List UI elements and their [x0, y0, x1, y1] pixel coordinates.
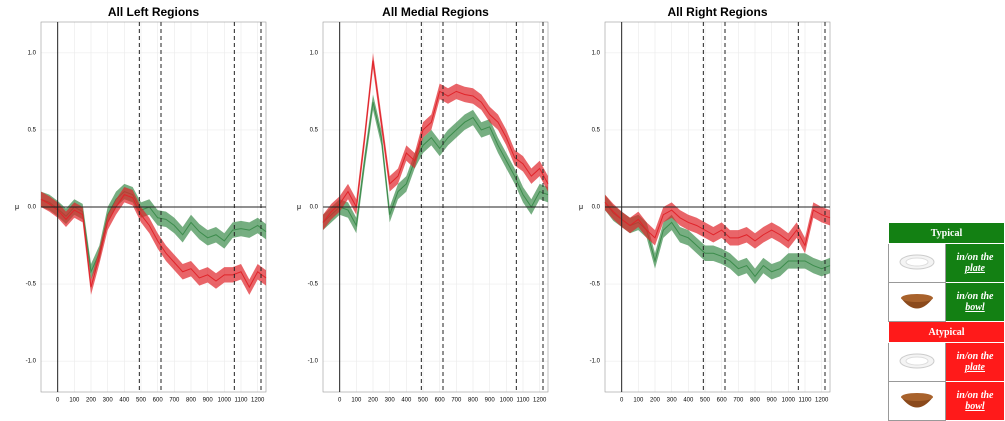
group-header: Typical — [888, 222, 1005, 244]
x-tick-label: 900 — [485, 398, 496, 404]
x-tick-label: 800 — [750, 398, 761, 404]
x-tick-label: 500 — [700, 398, 711, 404]
legend-image — [888, 282, 946, 322]
legend-image — [888, 243, 946, 283]
y-tick-label: 1.0 — [592, 50, 601, 56]
bowl-icon — [901, 392, 933, 407]
legend-object: bowl — [965, 302, 985, 313]
group-header-row: Atypical — [888, 321, 1005, 343]
legend-prefix: in/on the — [956, 252, 994, 263]
y-axis-label: μ — [15, 204, 19, 211]
y-tick-label: 0.5 — [310, 127, 319, 133]
x-tick-label: 100 — [69, 398, 80, 404]
y-tick-label: 0.0 — [310, 205, 319, 211]
legend-prefix: in/on the — [956, 351, 994, 362]
y-tick-label: -1.0 — [308, 359, 319, 365]
x-tick-label: 800 — [186, 398, 197, 404]
y-tick-label: 0.0 — [28, 205, 37, 211]
x-tick-label: 1200 — [533, 398, 547, 404]
plate-icon — [899, 353, 935, 368]
x-tick-label: 500 — [418, 398, 429, 404]
series-line — [40, 194, 267, 289]
bowl-icon — [901, 293, 933, 308]
x-tick-label: 600 — [435, 398, 446, 404]
x-tick-label: 1100 — [235, 398, 249, 404]
legend-text: in/on the bowl — [945, 381, 1005, 421]
x-tick-label: 600 — [717, 398, 728, 404]
x-tick-label: 0 — [56, 398, 60, 404]
x-tick-label: 1000 — [218, 398, 232, 404]
x-tick-label: 900 — [203, 398, 214, 404]
x-tick-label: 200 — [368, 398, 379, 404]
x-tick-label: 1000 — [500, 398, 514, 404]
plate-icon — [899, 254, 935, 269]
y-tick-label: 1.0 — [28, 50, 37, 56]
x-tick-label: 1100 — [799, 398, 813, 404]
legend-image — [888, 381, 946, 421]
confidence-band — [605, 194, 830, 254]
y-tick-label: -1.0 — [590, 359, 601, 365]
y-tick-label: 0.5 — [28, 127, 37, 133]
x-tick-label: 0 — [620, 398, 624, 404]
legend-row: in/on the plate — [888, 342, 1005, 382]
x-tick-label: 900 — [767, 398, 778, 404]
x-tick-label: 200 — [650, 398, 661, 404]
y-tick-label: -0.5 — [26, 282, 37, 288]
legend-object: bowl — [965, 401, 985, 412]
y-tick-label: 0.0 — [592, 205, 601, 211]
x-tick-label: 0 — [338, 398, 342, 404]
legend-text: in/on the bowl — [945, 282, 1005, 322]
legend-object: plate — [965, 263, 985, 274]
y-tick-label: 0.5 — [592, 127, 601, 133]
x-tick-label: 400 — [401, 398, 412, 404]
y-axis-label: μ — [579, 204, 583, 211]
legend-prefix: in/on the — [956, 291, 994, 302]
x-tick-label: 100 — [633, 398, 644, 404]
charts: All Left Regions μ -1.0 -0.5 0.0 0.5 1.0 0 100 20… — [15, 5, 831, 404]
x-tick-label: 1200 — [815, 398, 829, 404]
legend-text: in/on the plate — [945, 342, 1005, 382]
x-tick-label: 400 — [683, 398, 694, 404]
series-line — [604, 202, 831, 247]
x-tick-label: 700 — [451, 398, 462, 404]
x-tick-label: 1000 — [782, 398, 796, 404]
legend-row: in/on the bowl — [888, 381, 1005, 421]
legend-row: in/on the plate — [888, 243, 1005, 283]
legend-image — [888, 342, 946, 382]
x-tick-label: 1200 — [251, 398, 265, 404]
y-tick-label: -1.0 — [26, 359, 37, 365]
y-tick-label: -0.5 — [308, 282, 319, 288]
x-tick-label: 1100 — [517, 398, 531, 404]
x-tick-label: 100 — [351, 398, 362, 404]
x-tick-label: 700 — [169, 398, 180, 404]
x-tick-label: 800 — [468, 398, 479, 404]
chart-title: All Right Regions — [668, 5, 768, 19]
legend-row: in/on the bowl — [888, 282, 1005, 322]
x-tick-label: 700 — [733, 398, 744, 404]
group-header: Atypical — [888, 321, 1005, 343]
series-line — [322, 102, 549, 228]
confidence-band — [41, 183, 266, 280]
legend-prefix: in/on the — [956, 390, 994, 401]
series-line — [322, 60, 549, 223]
y-tick-label: 1.0 — [310, 50, 319, 56]
page: All Left Regions μ -1.0 -0.5 0.0 0.5 1.0 0 100 20… — [14, 5, 1005, 421]
chart-title: All Medial Regions — [382, 5, 489, 19]
x-tick-label: 300 — [667, 398, 678, 404]
x-tick-label: 400 — [119, 398, 130, 404]
confidence-band — [41, 186, 266, 295]
y-axis-label: μ — [297, 204, 301, 211]
x-tick-label: 500 — [136, 398, 147, 404]
legend-table: Typical in/on the plate in/on the bowl Atypic… — [888, 222, 1005, 421]
x-tick-label: 600 — [153, 398, 164, 404]
chart-title: All Left Regions — [108, 5, 200, 19]
group-header-row: Typical — [888, 222, 1005, 244]
x-tick-label: 300 — [103, 398, 114, 404]
x-tick-label: 200 — [86, 398, 97, 404]
x-tick-label: 300 — [385, 398, 396, 404]
legend-object: plate — [965, 362, 985, 373]
y-tick-label: -0.5 — [590, 282, 601, 288]
legend-text: in/on the plate — [945, 243, 1005, 283]
